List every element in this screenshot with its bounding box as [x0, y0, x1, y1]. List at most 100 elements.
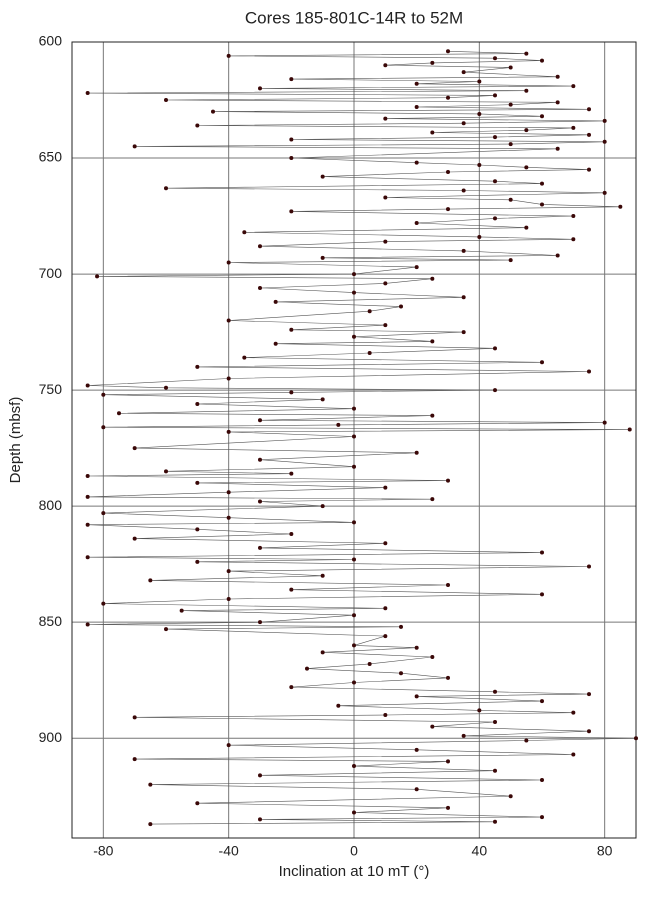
data-point — [461, 330, 466, 335]
data-point — [367, 350, 372, 355]
y-tick-label: 800 — [39, 497, 63, 513]
data-point — [383, 116, 388, 121]
data-point — [101, 425, 106, 430]
data-point — [352, 272, 356, 277]
data-point — [336, 703, 341, 708]
data-point — [164, 186, 168, 191]
data-point — [446, 49, 450, 54]
data-point — [352, 680, 356, 685]
data-point — [273, 299, 278, 304]
data-point — [430, 60, 435, 65]
data-point — [352, 520, 356, 525]
data-point — [493, 388, 497, 393]
data-point — [540, 181, 544, 186]
x-tick-label: 0 — [350, 843, 358, 859]
data-point — [446, 583, 450, 588]
data-point — [493, 179, 497, 184]
data-point — [195, 402, 200, 407]
data-point — [258, 244, 262, 249]
data-point — [383, 63, 388, 68]
data-point — [602, 118, 607, 123]
data-point — [226, 53, 231, 58]
data-point — [289, 156, 294, 161]
data-point — [352, 464, 356, 469]
data-point — [258, 773, 262, 778]
data-point — [508, 197, 513, 202]
data-point — [555, 253, 560, 258]
data-point — [508, 65, 513, 70]
data-point — [211, 109, 215, 114]
data-point — [226, 429, 231, 434]
data-point — [352, 557, 356, 562]
data-point — [226, 596, 231, 601]
data-point — [493, 93, 497, 98]
data-point — [383, 281, 388, 286]
data-point — [477, 162, 482, 167]
data-point — [383, 713, 388, 718]
data-point — [602, 420, 607, 425]
data-point — [414, 81, 419, 86]
data-point — [132, 715, 137, 720]
data-point — [430, 497, 435, 502]
data-point — [95, 274, 100, 279]
data-point — [226, 318, 231, 323]
data-point — [289, 327, 294, 332]
data-point — [258, 545, 262, 550]
data-point — [493, 819, 497, 824]
data-point — [493, 346, 497, 351]
data-point — [414, 104, 419, 109]
data-point — [524, 225, 529, 230]
y-tick-label: 650 — [39, 149, 63, 165]
data-point — [446, 95, 450, 100]
data-point — [602, 139, 607, 144]
data-point — [540, 777, 544, 782]
data-point — [430, 339, 435, 344]
data-point — [508, 258, 513, 263]
data-point — [587, 107, 591, 112]
data-point — [493, 719, 497, 724]
data-point — [555, 74, 560, 79]
data-point — [461, 733, 466, 738]
data-point — [179, 608, 184, 613]
data-point — [289, 209, 294, 214]
data-point — [446, 805, 450, 810]
data-point — [383, 541, 388, 546]
data-point — [493, 768, 497, 773]
data-point — [352, 764, 356, 769]
data-point — [540, 202, 544, 207]
data-point — [399, 671, 403, 676]
data-point — [258, 285, 262, 290]
data-point — [414, 694, 419, 699]
data-point — [164, 627, 168, 632]
data-point — [367, 309, 372, 314]
data-point — [540, 592, 544, 597]
x-axis-label: Inclination at 10 mT (°) — [279, 863, 430, 880]
data-point — [587, 564, 591, 569]
data-point — [399, 624, 403, 629]
data-point — [226, 515, 231, 520]
data-point — [258, 499, 262, 504]
y-axis-label: Depth (mbsf) — [7, 397, 24, 484]
data-point — [320, 255, 325, 260]
y-tick-label: 750 — [39, 381, 63, 397]
data-point — [258, 620, 262, 625]
data-point — [148, 578, 153, 583]
data-point — [352, 643, 356, 648]
data-point — [571, 84, 576, 89]
data-point — [587, 729, 591, 734]
data-point — [493, 56, 497, 61]
data-point — [258, 457, 262, 462]
data-point — [258, 86, 262, 91]
data-point — [446, 478, 450, 483]
data-point — [195, 559, 200, 564]
data-point — [540, 114, 544, 119]
data-point — [587, 692, 591, 697]
data-point — [132, 757, 137, 762]
data-point — [414, 221, 419, 226]
data-point — [226, 376, 231, 381]
data-point — [289, 587, 294, 592]
data-point — [461, 295, 466, 300]
data-point — [555, 100, 560, 105]
